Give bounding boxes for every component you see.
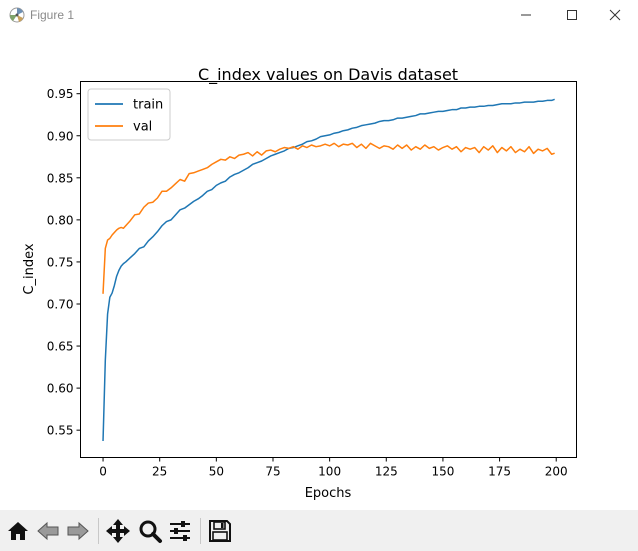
legend: train val (87, 88, 171, 141)
sliders-icon (170, 521, 190, 541)
y-tick-label: 0.65 (47, 340, 74, 354)
back-button[interactable] (34, 517, 62, 545)
y-tick-label: 0.85 (47, 171, 74, 185)
x-axis-label: Epochs (305, 486, 352, 501)
minimize-button[interactable] (503, 0, 549, 30)
x-tick-label: 175 (488, 465, 511, 479)
maximize-icon (567, 10, 577, 20)
y-tick-label: 0.75 (47, 255, 74, 269)
legend-label-val: val (133, 120, 152, 135)
y-tick-label: 0.70 (47, 297, 74, 311)
axes-frame (80, 81, 577, 458)
pan-button[interactable] (104, 517, 132, 545)
plot-lines (102, 98, 555, 442)
arrow-right-icon (67, 521, 89, 541)
toolbar-separator (98, 518, 99, 544)
chart-title: C_index values on Davis dataset (198, 65, 458, 85)
series-line-train (102, 98, 555, 442)
title-bar: Figure 1 (0, 0, 638, 30)
x-tick-label: 100 (318, 465, 341, 479)
home-icon (8, 522, 28, 540)
x-tick-label: 150 (431, 465, 454, 479)
legend-box (87, 88, 171, 141)
window-title: Figure 1 (30, 8, 75, 22)
y-tick-label: 0.60 (47, 382, 74, 396)
navigation-toolbar (0, 510, 638, 551)
x-tick-label: 50 (209, 465, 224, 479)
magnifier-icon (139, 520, 162, 543)
plot-canvas[interactable]: C_index values on Davis dataset 0 25 50 75 1… (0, 30, 638, 510)
configure-subplots-button[interactable] (166, 517, 194, 545)
y-axis: 0.55 0.60 0.65 0.70 0.75 0.80 0.85 0.90 0.95 (47, 87, 81, 438)
x-axis: 0 25 50 75 100 125 150 175 200 (99, 457, 568, 479)
floppy-disk-icon (209, 520, 231, 542)
toolbar-separator (200, 518, 201, 544)
save-button[interactable] (206, 517, 234, 545)
matplotlib-logo-icon (9, 7, 25, 23)
y-tick-label: 0.55 (47, 424, 74, 438)
move-icon (106, 519, 130, 543)
maximize-button[interactable] (549, 0, 595, 30)
forward-button[interactable] (64, 517, 92, 545)
x-tick-label: 125 (375, 465, 398, 479)
zoom-button[interactable] (136, 517, 164, 545)
line-chart: C_index values on Davis dataset 0 25 50 75 1… (22, 65, 577, 501)
y-axis-label: C_index (22, 243, 37, 294)
series-line-val (102, 142, 555, 294)
x-tick-label: 25 (152, 465, 167, 479)
close-button[interactable] (592, 0, 638, 30)
x-tick-label: 200 (545, 465, 568, 479)
y-tick-label: 0.95 (47, 87, 74, 101)
y-tick-label: 0.80 (47, 213, 74, 227)
close-icon (609, 9, 621, 21)
y-tick-label: 0.90 (47, 129, 74, 143)
legend-label-train: train (133, 98, 163, 113)
arrow-left-icon (37, 521, 59, 541)
x-tick-label: 75 (265, 465, 280, 479)
home-button[interactable] (4, 517, 32, 545)
x-tick-label: 0 (99, 465, 107, 479)
minimize-icon (521, 14, 531, 16)
